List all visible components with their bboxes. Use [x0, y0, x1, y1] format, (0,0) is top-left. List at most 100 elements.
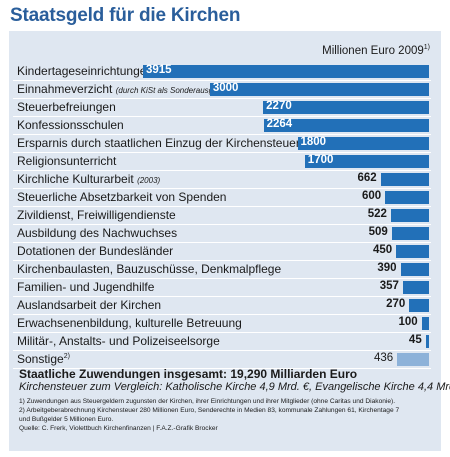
bar-row: Kirchliche Kulturarbeit (2003) 662 [13, 170, 431, 189]
bar-label: Familien- und Jugendhilfe [17, 280, 154, 294]
bar-row: Familien- und Jugendhilfe 357 [13, 278, 431, 297]
bar [209, 83, 429, 96]
bar-row: Steuerliche Absetzbarkeit von Spenden 600 [13, 188, 431, 207]
bar-label-text: Sonstige [17, 352, 64, 366]
bar-value-label: 1800 [300, 136, 327, 148]
bar-row: Sonstige2) 436 [13, 350, 431, 369]
bar-value-label: 450 [372, 244, 393, 256]
bar [400, 263, 429, 276]
bar-value-label: 662 [357, 172, 377, 184]
bar-value-label: 600 [361, 190, 382, 202]
bar-row: Zivildienst, Freiwilligendienste 522 [13, 206, 431, 225]
bar [304, 155, 429, 168]
bar-label-text: Kindertageseinrichtungen [17, 64, 154, 78]
bar-label-text: Konfessionsschulen [17, 118, 124, 132]
chart-title: Staatsgeld für die Kirchen [10, 5, 241, 26]
bar-row: Auslandsarbeit der Kirchen 270 [13, 296, 431, 315]
bar-label-text: Kirchenbaulasten, Bauzuschüsse, Denkmalp… [17, 262, 282, 276]
bar-row: Einnahmeverzicht (durch KiSt als Sondera… [13, 80, 431, 99]
bar-label-text: Ausbildung des Nachwuchses [17, 226, 178, 240]
bar [297, 137, 429, 150]
bar-label: Ersparnis durch staatlichen Einzug der K… [17, 136, 300, 150]
comparison-line: Kirchensteuer zum Vergleich: Katholische… [19, 381, 450, 393]
bar-value-label: 390 [377, 262, 397, 274]
bar-row: Kirchenbaulasten, Bauzuschüsse, Denkmalp… [13, 260, 431, 279]
total-line: Staatliche Zuwendungen insgesamt: 19,290… [19, 367, 358, 381]
bar-label: Militär-, Anstalts- und Polizeiseelsorge [17, 334, 220, 348]
bar-label-note: 2) [63, 353, 70, 360]
bar-value-label: 3915 [146, 64, 172, 76]
bar-row: Dotationen der Bundesländer 450 [13, 242, 431, 261]
bar-row: Kindertageseinrichtungen 3915 [13, 62, 431, 81]
bar-value-label: 1700 [307, 154, 334, 166]
bar-label-text: Einnahmeverzicht [17, 82, 113, 96]
bar [391, 227, 429, 240]
bar-row: Ausbildung des Nachwuchses 509 [13, 224, 431, 243]
bar-label-text: Religionsunterricht [17, 154, 117, 168]
bar-label: Dotationen der Bundesländer [17, 244, 173, 258]
bar-value-label: 2270 [266, 100, 292, 112]
bar-value-label: 357 [379, 280, 399, 292]
bar-label: Steuerbefreiungen [17, 100, 116, 114]
bar-label-text: Zivildienst, Freiwilligendienste [17, 208, 176, 222]
bar-label-note: (durch KiSt als Sonderausg.) [115, 86, 219, 95]
bar [390, 209, 429, 222]
bar-label: Religionsunterricht [17, 154, 116, 168]
bar-value-label: 522 [367, 208, 387, 220]
bar-label: Steuerliche Absetzbarkeit von Spenden [17, 190, 226, 204]
bar-label: Sonstige2) [17, 352, 70, 366]
bar-label-text: Kirchliche Kulturarbeit [17, 172, 134, 186]
bar [263, 101, 429, 114]
bar [143, 65, 429, 78]
bar [409, 299, 429, 312]
bar-row: Erwachsenenbildung, kulturelle Betreuung… [13, 314, 431, 333]
bar [397, 353, 429, 366]
bar-row: Steuerbefreiungen 2270 [13, 98, 431, 117]
bar-value-label: 270 [386, 298, 406, 310]
bar-value-label: 45 [408, 334, 422, 346]
bar-label: Zivildienst, Freiwilligendienste [17, 208, 176, 222]
bar-label: Konfessionsschulen [17, 118, 124, 132]
bar-label-text: Steuerliche Absetzbarkeit von Spenden [17, 190, 227, 204]
bar-value-label: 436 [373, 352, 394, 364]
bar-label: Kindertageseinrichtungen [17, 64, 153, 78]
bar-label-text: Ersparnis durch staatlichen Einzug der K… [17, 136, 300, 150]
bar-label-note: (2003) [137, 176, 161, 185]
bar-value-label: 2264 [266, 118, 293, 130]
bar-value-label: 3000 [212, 82, 239, 94]
bar-label: Kirchliche Kulturarbeit (2003) [17, 172, 160, 186]
bar-label: Ausbildung des Nachwuchses [17, 226, 177, 240]
bar-row: Militär-, Anstalts- und Polizeiseelsorge… [13, 332, 431, 351]
bar-label-text: Militär-, Anstalts- und Polizeiseelsorge [17, 334, 220, 348]
bar [421, 317, 429, 330]
bar-row: Konfessionsschulen 2264 [13, 116, 431, 135]
footnote-1: 1) Zuwendungen aus Steuergeldern zugunst… [19, 398, 396, 405]
bar-value-label: 100 [398, 316, 418, 328]
footnote-2-cont: und Bußgelder 5 Millionen Euro. [19, 416, 114, 423]
footnotes: 1) Zuwendungen aus Steuergeldern zugunst… [19, 397, 439, 433]
bar-label-text: Erwachsenenbildung, kulturelle Betreuung [17, 316, 242, 330]
footnote-2: 2) Arbeitgeberabrechnung Kirchensteuer 2… [19, 407, 400, 414]
bar-label-text: Steuerbefreiungen [17, 100, 116, 114]
bar [380, 173, 429, 186]
bar-label: Erwachsenenbildung, kulturelle Betreuung [17, 316, 242, 330]
bar-row: Religionsunterricht 1700 [13, 152, 431, 171]
bar [385, 191, 429, 204]
bar-row: Ersparnis durch staatlichen Einzug der K… [13, 134, 431, 153]
unit-text: Millionen Euro 2009 [322, 44, 424, 57]
bar-label: Einnahmeverzicht (durch KiSt als Sondera… [17, 82, 218, 96]
bar [263, 119, 429, 132]
bar [402, 281, 429, 294]
bar [425, 335, 429, 348]
bar-value-label: 509 [368, 226, 388, 238]
bar-label: Kirchenbaulasten, Bauzuschüsse, Denkmalp… [17, 262, 281, 276]
bar-label-text: Dotationen der Bundesländer [17, 244, 174, 258]
bar [396, 245, 429, 258]
unit-label: Millionen Euro 20091) [322, 44, 430, 57]
bar-label: Auslandsarbeit der Kirchen [17, 298, 161, 312]
bar-label-text: Auslandsarbeit der Kirchen [17, 298, 162, 312]
unit-footnote-mark: 1) [423, 44, 430, 51]
source-line: Quelle: C. Frerk, Violettbuch Kirchenfin… [19, 425, 218, 432]
bar-label-text: Familien- und Jugendhilfe [17, 280, 155, 294]
